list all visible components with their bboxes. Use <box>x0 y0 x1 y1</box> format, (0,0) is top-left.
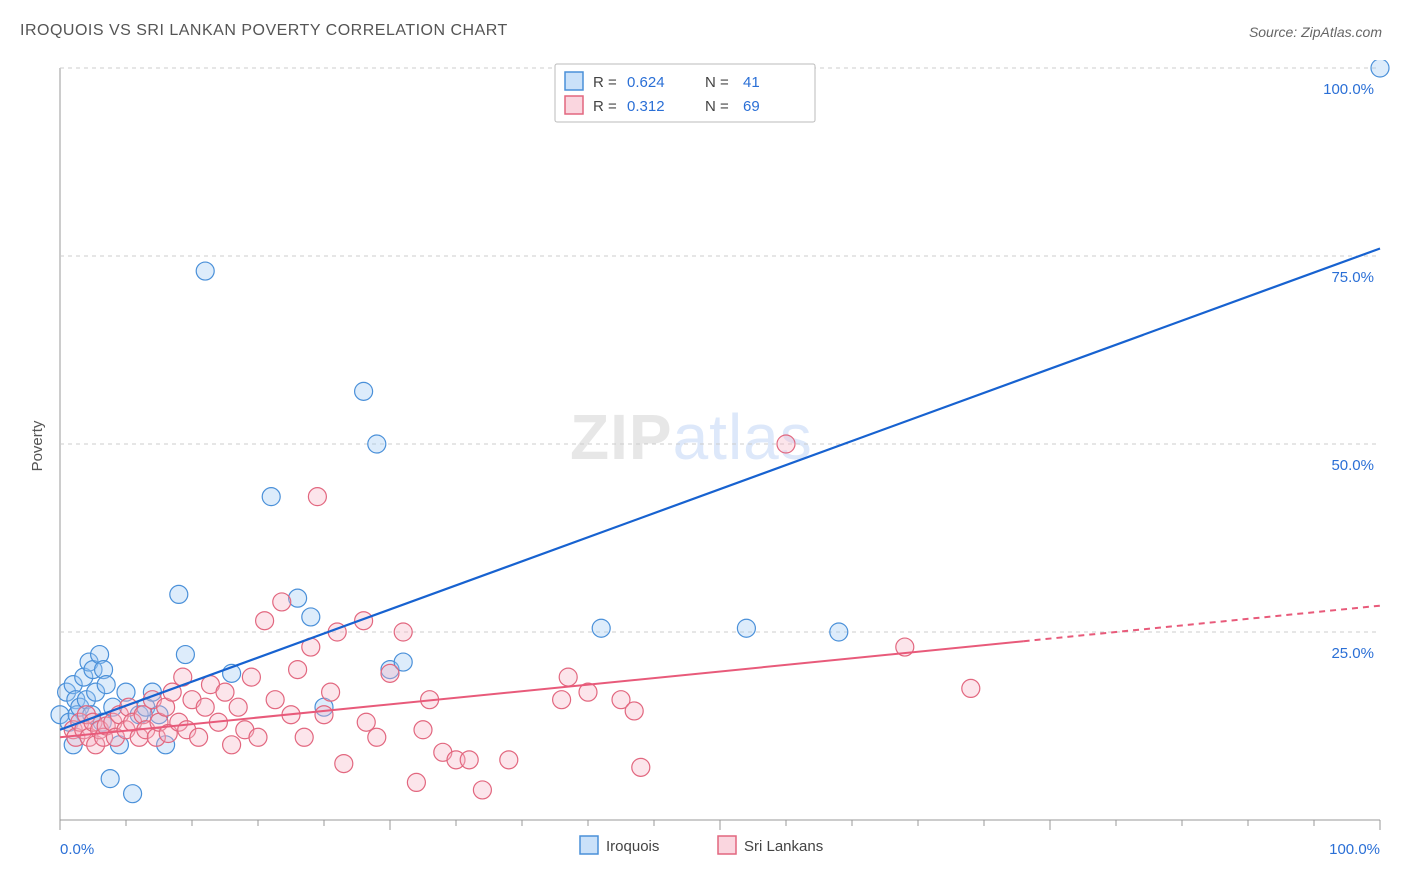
point-sri_lankans <box>553 691 571 709</box>
point-sri_lankans <box>632 758 650 776</box>
x-legend-swatch-iroquois <box>580 836 598 854</box>
svg-text:75.0%: 75.0% <box>1331 269 1374 286</box>
point-sri_lankans <box>273 593 291 611</box>
legend-r-label: R = <box>593 74 617 91</box>
point-sri_lankans <box>223 736 241 754</box>
svg-text:25.0%: 25.0% <box>1331 645 1374 662</box>
x-legend-swatch-sri_lankans <box>718 836 736 854</box>
grid-lines <box>60 68 1380 632</box>
point-sri_lankans <box>357 713 375 731</box>
point-sri_lankans <box>242 668 260 686</box>
point-sri_lankans <box>500 751 518 769</box>
point-sri_lankans <box>190 728 208 746</box>
point-iroquois <box>101 770 119 788</box>
point-sri_lankans <box>625 702 643 720</box>
point-sri_lankans <box>196 698 214 716</box>
point-iroquois <box>355 382 373 400</box>
point-sri_lankans <box>289 661 307 679</box>
point-sri_lankans <box>381 664 399 682</box>
point-sri_lankans <box>559 668 577 686</box>
legend-swatch-sri_lankans <box>565 96 583 114</box>
point-iroquois <box>124 785 142 803</box>
svg-text:100.0%: 100.0% <box>1323 81 1374 98</box>
legend-r-label: R = <box>593 98 617 115</box>
point-sri_lankans <box>368 728 386 746</box>
y-axis-label: Poverty <box>29 421 46 472</box>
svg-text:100.0%: 100.0% <box>1329 841 1380 858</box>
point-iroquois <box>196 262 214 280</box>
point-sri_lankans <box>407 773 425 791</box>
svg-text:50.0%: 50.0% <box>1331 457 1374 474</box>
point-sri_lankans <box>414 721 432 739</box>
legend-n-value: 41 <box>743 74 760 91</box>
trendline-sri_lankans-dashed <box>1024 606 1380 642</box>
point-sri_lankans <box>266 691 284 709</box>
legend-r-value: 0.312 <box>627 98 665 115</box>
point-sri_lankans <box>216 683 234 701</box>
point-iroquois <box>592 619 610 637</box>
point-iroquois <box>1371 60 1389 77</box>
point-iroquois <box>97 676 115 694</box>
point-sri_lankans <box>473 781 491 799</box>
point-sri_lankans <box>315 706 333 724</box>
chart-title: IROQUOIS VS SRI LANKAN POVERTY CORRELATI… <box>20 22 508 40</box>
legend-swatch-iroquois <box>565 72 583 90</box>
legend-n-label: N = <box>705 74 729 91</box>
point-iroquois <box>368 435 386 453</box>
point-iroquois <box>737 619 755 637</box>
point-iroquois <box>289 589 307 607</box>
point-sri_lankans <box>249 728 267 746</box>
point-sri_lankans <box>335 755 353 773</box>
point-iroquois <box>262 488 280 506</box>
legend-n-value: 69 <box>743 98 760 115</box>
point-iroquois <box>830 623 848 641</box>
point-sri_lankans <box>308 488 326 506</box>
x-ticks <box>60 820 1380 830</box>
point-sri_lankans <box>394 623 412 641</box>
series-legend: Iroquois Sri Lankans <box>580 836 823 855</box>
y-pct-labels: 25.0% 50.0% 75.0% 100.0% <box>1323 81 1374 662</box>
point-iroquois <box>170 585 188 603</box>
point-sri_lankans <box>256 612 274 630</box>
correlation-legend: R = 0.624 N = 41 R = 0.312 N = 69 <box>555 64 815 122</box>
point-sri_lankans <box>229 698 247 716</box>
trendline-iroquois <box>60 248 1380 729</box>
scatter-chart: 25.0% 50.0% 75.0% 100.0% 0.0% 100.0% R = 0.62… <box>50 60 1390 870</box>
point-sri_lankans <box>295 728 313 746</box>
source-attribution: Source: ZipAtlas.com <box>1249 24 1382 40</box>
scatter-points <box>51 60 1389 803</box>
x-legend-label-sri_lankans: Sri Lankans <box>744 838 823 855</box>
legend-n-label: N = <box>705 98 729 115</box>
point-sri_lankans <box>777 435 795 453</box>
svg-text:0.0%: 0.0% <box>60 841 94 858</box>
point-iroquois <box>176 646 194 664</box>
point-sri_lankans <box>322 683 340 701</box>
trend-lines <box>60 248 1380 737</box>
x-legend-label-iroquois: Iroquois <box>606 838 659 855</box>
legend-r-value: 0.624 <box>627 74 665 91</box>
point-iroquois <box>302 608 320 626</box>
point-sri_lankans <box>460 751 478 769</box>
point-sri_lankans <box>962 679 980 697</box>
